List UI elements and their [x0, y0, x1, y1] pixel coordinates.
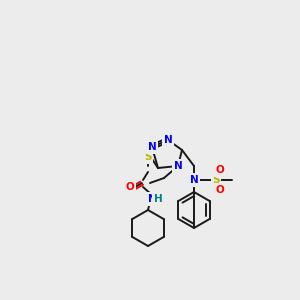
Text: N: N — [174, 161, 182, 171]
Text: N: N — [148, 194, 156, 204]
Text: S: S — [144, 152, 152, 162]
Text: O: O — [126, 182, 134, 192]
Text: S: S — [212, 175, 220, 185]
Text: N: N — [164, 135, 172, 145]
Text: O: O — [216, 165, 224, 175]
Text: O: O — [216, 185, 224, 195]
Text: N: N — [190, 175, 198, 185]
Text: H: H — [154, 194, 162, 204]
Text: N: N — [148, 142, 156, 152]
